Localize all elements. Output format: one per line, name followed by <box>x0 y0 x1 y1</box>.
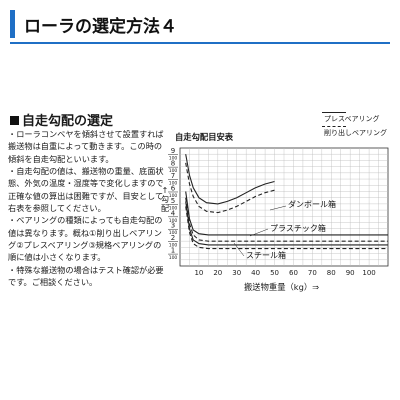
legend-dashed-line-icon <box>322 126 346 127</box>
x-tick-label: 10 <box>194 269 203 277</box>
y-tick-numerator: 3 <box>171 222 175 230</box>
page-title: ローラの選定方法４ <box>24 17 177 37</box>
chart-legend: プレスベアリング 削り出しベアリング <box>318 110 400 138</box>
legend-item-machined: 削り出しベアリング <box>318 124 400 138</box>
y-tick-denominator: 100 <box>169 218 178 224</box>
x-tick-label: 50 <box>270 269 279 277</box>
y-axis-label: ↑ 勾配 <box>160 186 170 213</box>
annotation-leader-line <box>269 205 287 211</box>
body-text: ・ローラコンベヤを傾斜させて設置すれば搬送物は自重によって動きます。この時の傾斜… <box>8 128 166 288</box>
y-tick-numerator: 1 <box>171 247 175 255</box>
y-axis-label-char: ↑ <box>161 186 169 195</box>
x-axis-label: 搬送物重量（kg）⇒ <box>244 282 320 292</box>
series-line-solid <box>185 154 275 205</box>
curve-annotation-label: スチール箱 <box>246 250 286 260</box>
series-line-solid <box>185 191 388 236</box>
section-heading: 自走勾配の選定 <box>10 110 113 129</box>
y-tick-denominator: 100 <box>169 205 178 211</box>
x-tick-label: 40 <box>251 269 260 277</box>
y-tick-numerator: 5 <box>171 197 175 205</box>
series-line-dashed <box>185 206 388 250</box>
y-tick-numerator: 4 <box>171 209 176 217</box>
legend-solid-line-icon <box>322 112 346 113</box>
x-tick-label: 70 <box>308 269 317 277</box>
square-bullet-icon <box>10 116 19 125</box>
legend-label: プレスベアリング <box>324 115 380 123</box>
y-tick-denominator: 100 <box>169 230 178 236</box>
body-paragraph: ・ベアリングの種類によっても自走勾配の値は異なります。概ね①削り出しベアリング②… <box>8 215 163 263</box>
curve-annotation-label: ダンボール箱 <box>288 199 336 209</box>
section-heading-text: 自走勾配の選定 <box>22 114 114 129</box>
y-tick-denominator: 100 <box>169 243 178 249</box>
legend-label: 削り出しベアリング <box>324 129 387 137</box>
y-tick-numerator: 8 <box>171 160 175 168</box>
x-tick-label: 80 <box>327 269 336 277</box>
y-axis-label-char: 配 <box>161 204 169 213</box>
y-tick-denominator: 100 <box>169 181 178 187</box>
body-paragraph: ・特殊な搬送物の場合はテスト確認が必要です。ご相談ください。 <box>8 264 164 288</box>
chart-title: 自走勾配目安表 <box>175 132 234 142</box>
y-tick-denominator: 100 <box>169 193 178 199</box>
annotation-leader-line <box>233 242 245 257</box>
x-tick-label: 90 <box>346 269 355 277</box>
annotation-leader-line <box>249 228 269 237</box>
x-tick-label: 60 <box>289 269 298 277</box>
curve-annotation-label: プラスチック箱 <box>270 223 326 233</box>
x-tick-label: 30 <box>232 269 241 277</box>
page-header: ローラの選定方法４ <box>10 10 390 44</box>
y-axis-label-char: 勾 <box>161 195 169 204</box>
title-underline <box>10 42 390 44</box>
legend-item-press: プレスベアリング <box>318 110 400 124</box>
y-tick-numerator: 9 <box>171 147 175 155</box>
y-tick-denominator: 100 <box>169 156 178 162</box>
body-paragraph: ・自走勾配の値は、搬送物の重量、底面状態、外気の温度・湿度等で変化しますので正確… <box>8 166 164 214</box>
title-accent-bar <box>10 10 15 38</box>
y-tick-denominator: 100 <box>169 255 178 261</box>
x-tick-label: 100 <box>362 269 375 277</box>
series-line-dashed <box>185 197 388 242</box>
y-tick-denominator: 100 <box>169 168 178 174</box>
x-tick-label: 20 <box>213 269 222 277</box>
y-tick-numerator: 7 <box>171 172 175 180</box>
body-paragraph: ・ローラコンベヤを傾斜させて設置すれば搬送物は自重によって動きます。この時の傾斜… <box>8 129 164 164</box>
y-tick-numerator: 6 <box>171 184 176 192</box>
y-tick-numerator: 2 <box>171 234 175 242</box>
